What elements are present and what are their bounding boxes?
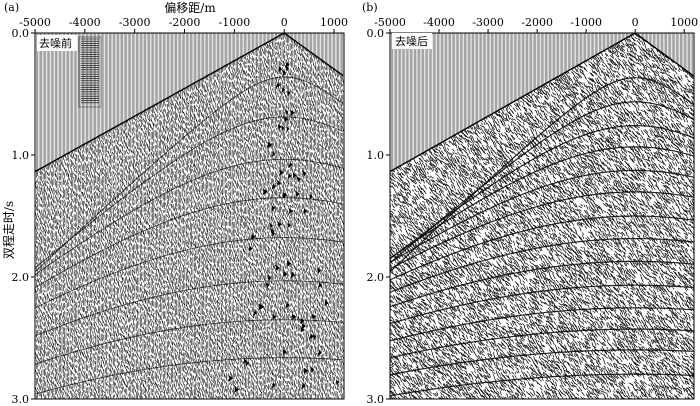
x-tick-label: -5000	[19, 16, 51, 29]
panel-a-frame	[34, 32, 345, 400]
x-tick-label: -2000	[521, 16, 553, 29]
panel-a-yticks: 0.0 1.0 2.0 3.0	[12, 27, 35, 406]
panel-a-plot	[34, 32, 345, 400]
y-tick-label: 0.0	[12, 27, 30, 40]
x-tick-label: 0	[632, 16, 639, 29]
x-tick-label: -4000	[423, 16, 455, 29]
x-tick-label: -3000	[119, 16, 151, 29]
y-tick-label: 1.0	[367, 149, 385, 162]
x-tick-label: -2000	[169, 16, 201, 29]
x-tick-label: -1000	[218, 16, 250, 29]
panel-b-frame	[389, 32, 695, 400]
panel-b-xticks: -5000 -4000 -3000 -2000 -1000 0 1000	[374, 16, 698, 33]
y-tick-label: 1.0	[12, 149, 30, 162]
panel-b-yticks: 0.0 1.0 2.0 3.0	[367, 27, 390, 406]
y-tick-label: 2.0	[12, 271, 30, 284]
panel-a-xticks: -5000 -4000 -3000 -2000 -1000 0 1000	[19, 16, 348, 33]
x-tick-label: -5000	[374, 16, 406, 29]
y-tick-label: 0.0	[367, 27, 385, 40]
panel-b-annotation-box	[392, 33, 432, 49]
panel-b-tag: (b)	[362, 1, 378, 14]
panel-b-traces	[390, 33, 694, 399]
y-tick-label: 3.0	[367, 393, 385, 406]
panel-a-traces	[35, 33, 344, 399]
panel-b-annotation: 去噪后	[395, 35, 428, 48]
x-tick-label: 1000	[670, 16, 698, 29]
x-tick-label: 1000	[320, 16, 348, 29]
y-tick-label: 3.0	[12, 393, 30, 406]
panel-b-plot	[389, 32, 695, 400]
x-tick-label: -4000	[69, 16, 101, 29]
panel-a-tag: (a)	[4, 1, 19, 14]
panel-a-annotation-box	[37, 35, 77, 51]
panel-a-xlabel: 偏移距/m	[164, 0, 216, 15]
x-tick-label: -1000	[570, 16, 602, 29]
y-tick-label: 2.0	[367, 271, 385, 284]
x-tick-label: -3000	[472, 16, 504, 29]
y-axis-label: 双程走时/s	[1, 201, 16, 259]
panel-a-annotation: 去噪前	[39, 36, 72, 50]
panel-b: -5000 -4000 -3000 -2000 -1000 0 1000 0.0 1.0 2.0…	[362, 1, 698, 406]
x-tick-label: 0	[281, 16, 288, 29]
panel-a: -5000 -4000 -3000 -2000 -1000 0 1000 0.0 1.0 2.0…	[4, 0, 348, 406]
